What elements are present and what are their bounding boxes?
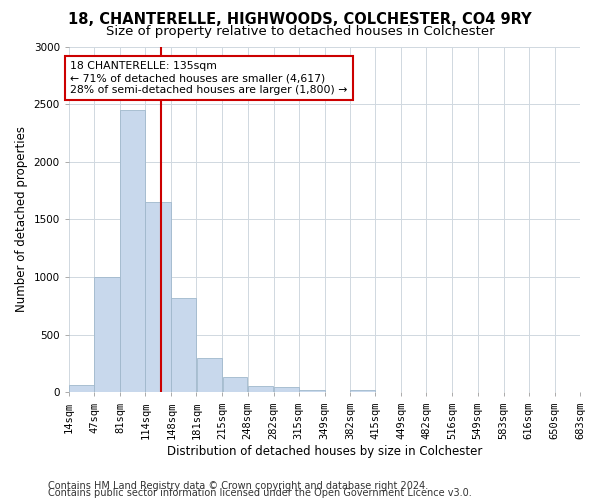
Bar bbox=[197, 358, 222, 392]
X-axis label: Distribution of detached houses by size in Colchester: Distribution of detached houses by size … bbox=[167, 444, 482, 458]
Text: 18, CHANTERELLE, HIGHWOODS, COLCHESTER, CO4 9RY: 18, CHANTERELLE, HIGHWOODS, COLCHESTER, … bbox=[68, 12, 532, 28]
Bar bbox=[274, 387, 299, 392]
Bar bbox=[94, 277, 120, 392]
Bar bbox=[299, 390, 325, 392]
Text: 18 CHANTERELLE: 135sqm
← 71% of detached houses are smaller (4,617)
28% of semi-: 18 CHANTERELLE: 135sqm ← 71% of detached… bbox=[70, 62, 348, 94]
Text: Size of property relative to detached houses in Colchester: Size of property relative to detached ho… bbox=[106, 25, 494, 38]
Y-axis label: Number of detached properties: Number of detached properties bbox=[15, 126, 28, 312]
Bar bbox=[120, 110, 145, 393]
Bar bbox=[69, 386, 94, 392]
Bar bbox=[145, 202, 171, 392]
Bar bbox=[350, 390, 375, 392]
Text: Contains public sector information licensed under the Open Government Licence v3: Contains public sector information licen… bbox=[48, 488, 472, 498]
Bar bbox=[172, 298, 196, 392]
Text: Contains HM Land Registry data © Crown copyright and database right 2024.: Contains HM Land Registry data © Crown c… bbox=[48, 481, 428, 491]
Bar bbox=[248, 386, 274, 392]
Bar bbox=[223, 378, 247, 392]
